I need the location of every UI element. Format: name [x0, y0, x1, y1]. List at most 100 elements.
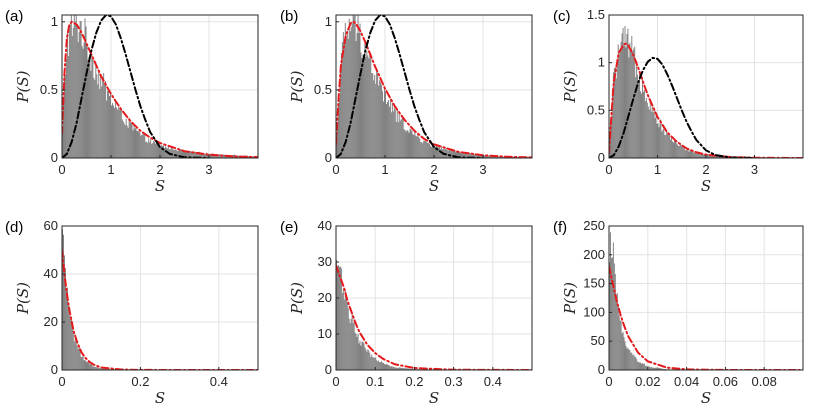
histogram-bar	[354, 332, 356, 370]
histogram-bar	[706, 154, 708, 158]
histogram-bar	[619, 49, 621, 158]
histogram-bar	[615, 78, 617, 158]
histogram-bar	[447, 150, 449, 158]
histogram-bar	[204, 153, 206, 158]
x-tick-label: 0	[605, 374, 612, 389]
histogram-bar	[395, 121, 397, 158]
histogram-bar	[629, 42, 631, 158]
histogram-bar	[411, 130, 413, 158]
histogram-bar	[214, 154, 216, 158]
histogram-bar	[160, 145, 162, 158]
histogram-bar	[337, 104, 339, 158]
histogram-bar	[625, 47, 627, 158]
histogram-bar	[636, 60, 638, 158]
histogram-bar	[512, 156, 514, 158]
histogram-bar	[157, 143, 159, 158]
panel-label: (f)	[553, 219, 567, 236]
y-axis-label: P(S)	[561, 70, 579, 103]
histogram-bar	[498, 156, 500, 158]
y-tick-label: 20	[318, 290, 332, 305]
plot-area	[62, 226, 258, 370]
panel-a: 0 1 2 3 0 0.5 1 S P(S) (a)	[5, 8, 259, 195]
histogram-bar	[72, 331, 74, 370]
histogram-bar	[64, 268, 66, 370]
histogram-bar	[392, 366, 394, 370]
histogram-bar	[94, 80, 96, 158]
histogram-bar	[428, 143, 430, 158]
histogram-bar	[695, 151, 697, 158]
histogram-bar	[658, 368, 660, 370]
axes-box	[608, 225, 804, 371]
histogram-bar	[459, 152, 461, 158]
fit-curve	[62, 20, 258, 158]
histogram-bar	[715, 155, 717, 158]
histogram-bar	[368, 350, 370, 370]
histogram-bar	[193, 151, 195, 158]
histogram-bar	[158, 144, 160, 158]
histogram-bar	[610, 116, 612, 158]
histogram-bar	[401, 367, 403, 370]
histogram-bar	[344, 289, 346, 370]
histogram-bar	[455, 151, 457, 158]
histogram-bar	[389, 98, 391, 158]
histogram-bar	[648, 366, 650, 370]
histogram-bar	[164, 146, 166, 158]
histogram-bar	[408, 368, 410, 370]
histogram-bar	[78, 346, 80, 370]
histogram-bar	[633, 354, 635, 370]
histogram-bar	[691, 150, 693, 158]
histogram-bar	[638, 362, 640, 370]
histogram-bar	[407, 368, 409, 370]
y-tick-label: 100	[583, 304, 605, 319]
histogram-bar	[62, 234, 64, 370]
histogram-bar	[621, 333, 623, 370]
histogram-bar	[398, 111, 400, 158]
histogram-bar	[661, 368, 663, 370]
histogram-bar	[406, 368, 408, 370]
histogram-bar	[467, 153, 469, 158]
histogram-bar	[662, 368, 664, 370]
histogram-bar	[687, 150, 689, 158]
histogram-bar	[84, 359, 86, 370]
histogram-bar	[414, 131, 416, 158]
histogram-bar	[115, 107, 117, 158]
histogram-bar	[380, 81, 382, 158]
histogram-bar	[662, 129, 664, 158]
histogram-bar	[371, 73, 373, 158]
y-tick-label: 0	[325, 150, 332, 165]
histogram-bar	[397, 122, 399, 158]
histogram-bar	[415, 135, 417, 158]
histogram-bar	[384, 364, 385, 370]
histogram-bar	[85, 26, 87, 158]
panel-e: 0 0.1 0.2 0.3 0.4 0 10 20 30 40 S P(S) (e)	[280, 218, 533, 407]
histogram-bar	[357, 334, 359, 370]
histogram-bar	[105, 81, 107, 158]
histogram-bar	[409, 368, 411, 370]
histogram-bar	[353, 16, 355, 158]
histogram-bar	[497, 156, 499, 158]
histogram-bar	[704, 154, 706, 158]
histogram-bar	[144, 134, 146, 158]
y-tick-label: 150	[583, 276, 605, 291]
histogram-bar	[343, 299, 345, 370]
histogram-bar	[382, 91, 384, 158]
histogram-bar	[122, 121, 124, 158]
histogram-bar	[378, 360, 380, 370]
histogram-bar	[708, 155, 710, 158]
histogram-bar	[90, 70, 92, 158]
histogram-bar	[351, 314, 353, 370]
histogram-bar	[126, 125, 128, 158]
panel-label: (a)	[5, 8, 23, 25]
histogram-bar	[220, 155, 222, 158]
reference-curve	[336, 15, 484, 158]
histogram-bar	[341, 42, 343, 158]
histogram-bar	[338, 266, 340, 370]
histogram-bar	[183, 150, 185, 158]
histogram-bar	[213, 154, 215, 158]
histogram-bar	[646, 102, 648, 158]
histogram-bar	[627, 28, 629, 158]
histogram-bar	[681, 146, 683, 158]
histogram-bar	[163, 148, 165, 158]
histogram-bar	[491, 155, 493, 158]
histogram-bar	[667, 133, 669, 158]
